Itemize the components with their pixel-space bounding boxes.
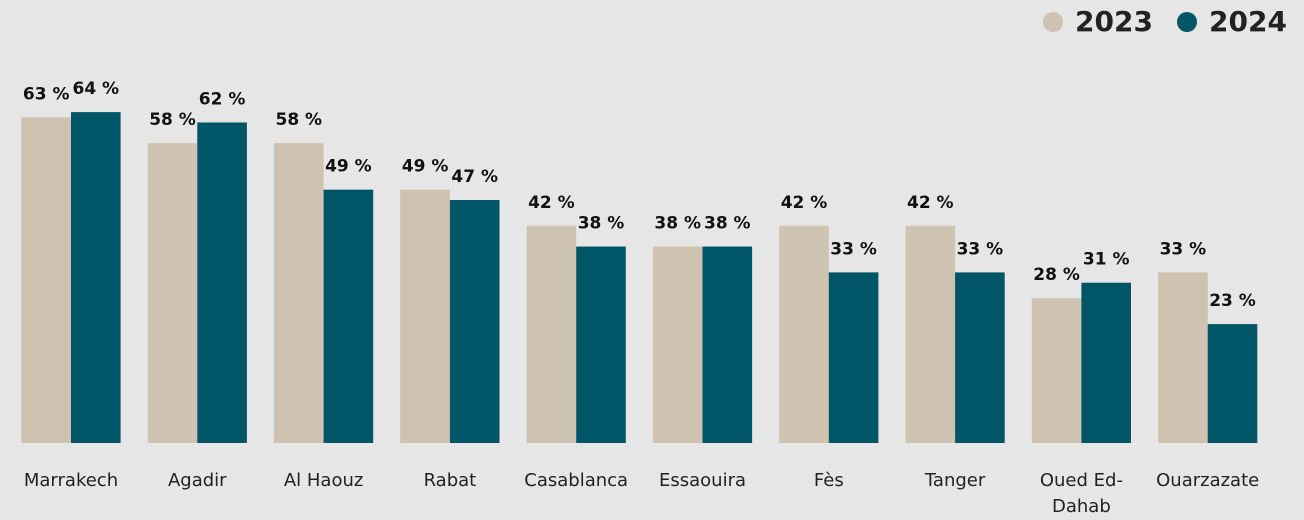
bar xyxy=(905,225,956,443)
data-label: 63 % xyxy=(23,84,70,104)
data-label: 42 % xyxy=(781,193,828,213)
x-tick-label: Rabat xyxy=(423,470,477,491)
bar xyxy=(576,246,626,443)
bar xyxy=(400,189,450,443)
bar xyxy=(1081,282,1131,443)
data-label: 58 % xyxy=(275,110,322,130)
legend-label: 2023 xyxy=(1075,5,1153,38)
x-tick-label: Marrakech xyxy=(23,470,119,491)
bar xyxy=(779,225,829,443)
bar xyxy=(526,225,577,443)
data-label: 33 % xyxy=(957,239,1004,259)
data-label: 31 % xyxy=(1083,250,1130,270)
bar xyxy=(1207,324,1258,443)
bar xyxy=(1031,298,1082,443)
bar xyxy=(955,272,1005,443)
legend-label: 2024 xyxy=(1209,5,1287,38)
data-label: 33 % xyxy=(1160,239,1207,259)
bar xyxy=(274,143,324,443)
data-label: 49 % xyxy=(325,157,372,177)
data-label: 42 % xyxy=(907,193,954,213)
bar xyxy=(71,112,121,444)
data-label: 28 % xyxy=(1033,265,1080,285)
x-tick-label: Fès xyxy=(813,470,844,491)
bar xyxy=(147,143,198,443)
x-tick-label: Casablanca xyxy=(524,470,629,491)
data-label: 38 % xyxy=(704,214,751,234)
data-label: 62 % xyxy=(199,89,246,109)
data-label: 64 % xyxy=(72,79,119,99)
legend-swatch xyxy=(1043,12,1063,32)
bar xyxy=(828,272,879,443)
data-label: 33 % xyxy=(830,239,877,259)
legend-swatch xyxy=(1177,12,1197,32)
bar xyxy=(702,246,753,443)
x-tick-label: Agadir xyxy=(167,470,227,491)
data-label: 42 % xyxy=(528,193,575,213)
x-tick-label: Tanger xyxy=(924,470,986,491)
data-label: 58 % xyxy=(149,110,196,130)
data-label: 49 % xyxy=(402,157,449,177)
data-label: 38 % xyxy=(654,214,701,234)
x-tick-label: Oued Ed-Dahab xyxy=(1039,470,1123,517)
data-label: 38 % xyxy=(578,214,625,234)
bar xyxy=(21,117,71,443)
bar xyxy=(652,246,703,443)
x-tick-label: Al Haouz xyxy=(283,470,364,491)
bar xyxy=(323,189,374,443)
x-tick-label: Ouarzazate xyxy=(1156,470,1260,491)
bar xyxy=(1158,272,1208,443)
bar xyxy=(449,200,500,443)
x-tick-label: Essaouira xyxy=(658,470,746,491)
data-label: 47 % xyxy=(451,167,498,187)
bar xyxy=(197,122,247,444)
data-label: 23 % xyxy=(1209,291,1256,311)
